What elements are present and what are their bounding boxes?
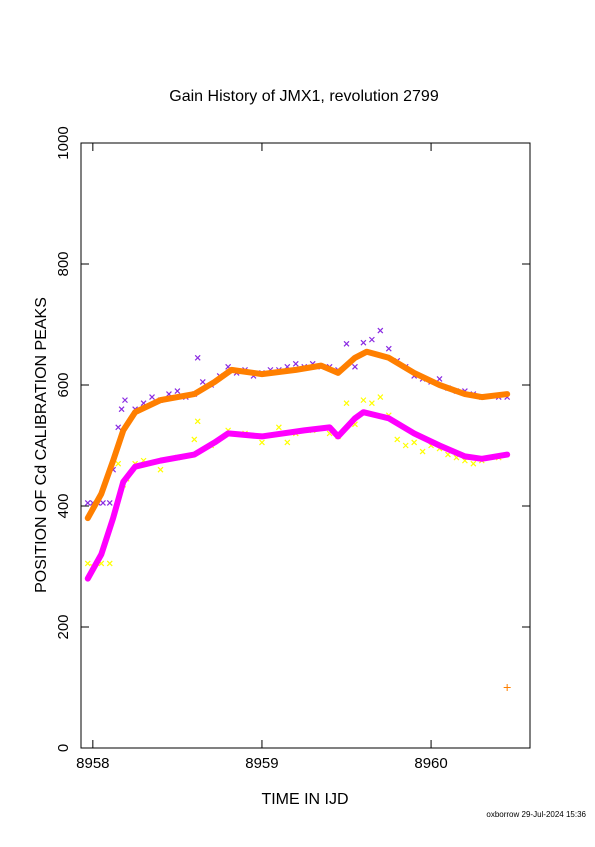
point [115,424,122,431]
point [436,376,443,382]
point [84,500,91,506]
point [503,684,511,691]
point [191,436,198,443]
point [377,327,384,334]
y-tick-label: 400 [55,493,72,518]
point [343,340,350,347]
point [115,460,122,467]
point [368,336,375,343]
point [106,560,113,567]
point [100,500,106,506]
y-axis-label: POSITION OF Cd CALIBRATION PEAKS [33,297,50,593]
plot-frame [80,142,531,749]
point [199,379,206,385]
y-tick-label: 1000 [55,126,72,159]
chart-title: Gain History of JMX1, revolution 2799 [169,88,439,105]
point [402,442,409,449]
point [259,439,265,446]
point [275,424,282,431]
point [149,394,155,401]
footer: oxborrow 29-Jul-2024 15:36 [486,810,586,819]
point [394,436,401,443]
point [122,397,128,404]
point [157,466,164,473]
y-tick-label: 200 [55,614,72,639]
point [470,460,477,467]
point [368,400,375,407]
x-axis-label: TIME IN IJD [261,791,348,808]
x-tick-label: 8960 [414,755,447,772]
point [174,388,181,394]
series-line [84,409,511,582]
point [419,448,426,455]
point [194,418,201,425]
point [377,394,384,401]
y-tick-label: 600 [55,372,72,397]
point [411,439,418,446]
point [84,560,91,567]
point [385,345,392,352]
point [352,363,358,370]
series-line [84,348,511,522]
point [118,406,125,413]
y-tick-label: 800 [55,251,72,276]
point [106,500,113,506]
x-tick-label: 8959 [245,755,278,772]
point [194,354,201,361]
point [284,439,291,446]
point [360,339,367,346]
point [292,360,299,367]
point [343,400,350,407]
y-tick-label: 0 [55,744,72,752]
point [360,397,367,404]
x-tick-label: 8958 [76,755,109,772]
